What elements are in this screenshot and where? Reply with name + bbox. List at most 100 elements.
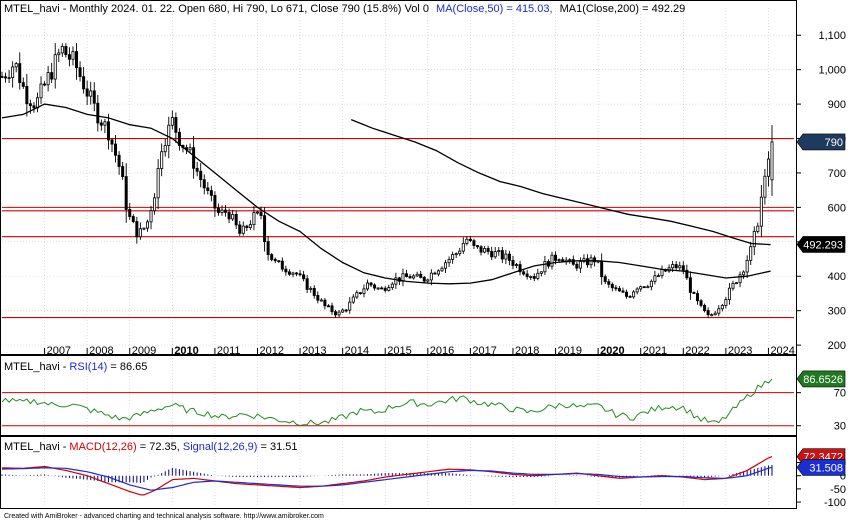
- candle-body: [433, 272, 437, 275]
- candle-body: [330, 305, 334, 313]
- candle-body: [365, 282, 369, 290]
- candle-body: [639, 286, 643, 290]
- candle-body: [255, 211, 259, 214]
- candle-body: [529, 276, 533, 278]
- y-tick-label: 1,000: [818, 65, 846, 77]
- candle-body: [625, 291, 629, 297]
- y-tick-label: 1,100: [818, 30, 846, 42]
- candle-body: [444, 262, 448, 269]
- candle-body: [117, 154, 121, 167]
- candle-body: [554, 254, 558, 261]
- macd-header-label: MACD(12,26): [69, 441, 136, 453]
- candle-body: [770, 141, 774, 181]
- candle-body: [447, 259, 451, 264]
- candle-body: [738, 274, 742, 284]
- candle-body: [515, 264, 519, 266]
- candle-body: [199, 170, 203, 181]
- signal-badge-text: 31.508: [809, 462, 843, 474]
- candle-body: [472, 240, 476, 246]
- ma200-badge: 492.293: [796, 236, 846, 253]
- candle-body: [60, 46, 64, 54]
- candle-body: [642, 286, 646, 289]
- candle-body: [78, 67, 82, 78]
- candle-body: [263, 215, 267, 243]
- candle-body: [202, 179, 206, 189]
- candle-body: [380, 287, 384, 290]
- candle-body: [216, 207, 220, 213]
- candle-body: [149, 210, 153, 223]
- candle-body: [316, 295, 320, 301]
- candle-body: [394, 277, 398, 285]
- candle-body: [7, 77, 11, 80]
- candle-body: [756, 225, 760, 232]
- candle-body: [405, 273, 409, 277]
- candle-body: [710, 314, 714, 317]
- candle-body: [575, 263, 579, 269]
- candle-body: [195, 167, 199, 172]
- candle-body: [504, 253, 508, 260]
- candle-body: [479, 246, 483, 253]
- candle-body: [334, 311, 338, 316]
- candle-body: [706, 310, 710, 316]
- candle-body: [373, 284, 377, 289]
- candle-body: [305, 278, 309, 290]
- x-tick-label: 2007: [47, 345, 71, 357]
- candle-body: [585, 258, 589, 266]
- candle-body: [674, 264, 678, 269]
- grid-layer: [2, 8, 794, 506]
- candle-body: [35, 97, 39, 109]
- candle-body: [759, 196, 763, 227]
- ma200-badge-shape: [796, 236, 846, 253]
- candle-body: [323, 299, 327, 307]
- candle-body: [351, 296, 355, 303]
- candle-body: [557, 259, 561, 261]
- candle-body: [284, 268, 288, 273]
- candle-body: [458, 250, 462, 255]
- candle-body: [124, 176, 128, 210]
- ma200-line: [350, 118, 771, 246]
- candle-body: [206, 187, 210, 191]
- candle-body: [440, 267, 444, 272]
- candle-body: [468, 238, 472, 242]
- candle-body: [436, 270, 440, 275]
- signal-line: [1, 466, 773, 491]
- candle-body: [671, 264, 675, 269]
- x-tick-label: 2014: [345, 345, 369, 357]
- candle-body: [497, 250, 501, 253]
- candle-body: [610, 283, 614, 289]
- candle-body: [621, 290, 625, 293]
- candle-body: [220, 209, 224, 213]
- candle-body: [536, 272, 540, 279]
- candle-body: [252, 212, 256, 226]
- candle-body: [685, 269, 689, 279]
- candle-body: [607, 281, 611, 285]
- candle-body: [163, 145, 167, 153]
- candle-body: [731, 282, 735, 289]
- candle-body: [188, 147, 192, 151]
- candle-body: [695, 293, 699, 302]
- x-tick-label: 2022: [685, 345, 709, 357]
- candle-body: [426, 279, 430, 282]
- candle-body: [511, 259, 515, 266]
- candle-body: [617, 288, 621, 292]
- candle-body: [85, 88, 89, 97]
- candle-body: [692, 292, 696, 294]
- candle-body: [735, 282, 739, 285]
- candle-body: [75, 51, 79, 69]
- y-tick-label: 600: [828, 202, 846, 214]
- candle-body: [461, 242, 465, 252]
- candle-body: [337, 311, 341, 316]
- candle-body: [486, 248, 490, 252]
- candle-body: [142, 227, 146, 230]
- candle-body: [241, 225, 245, 234]
- macd-header-value: = 72.35,: [140, 441, 183, 453]
- candle-body: [39, 83, 43, 99]
- x-tick-label: 2024: [770, 345, 794, 357]
- candle-body: [131, 216, 135, 222]
- x-tick-label: 2013: [302, 345, 326, 357]
- x-tick-label: 2009: [132, 345, 156, 357]
- candle-body: [603, 276, 607, 282]
- candle-body: [298, 273, 302, 276]
- candle-body: [390, 283, 394, 288]
